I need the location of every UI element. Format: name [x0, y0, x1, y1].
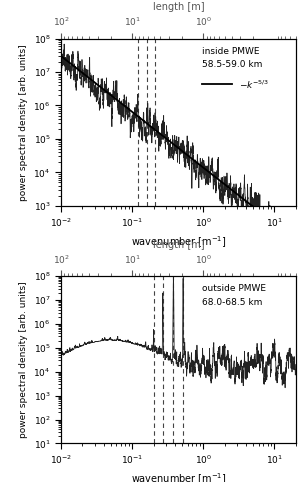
- Text: 58.5-59.0 km: 58.5-59.0 km: [202, 60, 262, 69]
- X-axis label: length [m]: length [m]: [152, 240, 204, 250]
- Y-axis label: power spectral density [arb. units]: power spectral density [arb. units]: [19, 281, 28, 438]
- Text: outside PMWE: outside PMWE: [202, 284, 266, 294]
- Text: $-k^{-5/3}$: $-k^{-5/3}$: [239, 79, 270, 91]
- X-axis label: wavenumber [m$^{-1}$]: wavenumber [m$^{-1}$]: [131, 472, 226, 482]
- X-axis label: length [m]: length [m]: [152, 2, 204, 12]
- Text: 68.0-68.5 km: 68.0-68.5 km: [202, 298, 262, 307]
- Y-axis label: power spectral density [arb. units]: power spectral density [arb. units]: [19, 44, 28, 201]
- X-axis label: wavenumber [m$^{-1}$]: wavenumber [m$^{-1}$]: [131, 234, 226, 250]
- Text: inside PMWE: inside PMWE: [202, 47, 260, 56]
